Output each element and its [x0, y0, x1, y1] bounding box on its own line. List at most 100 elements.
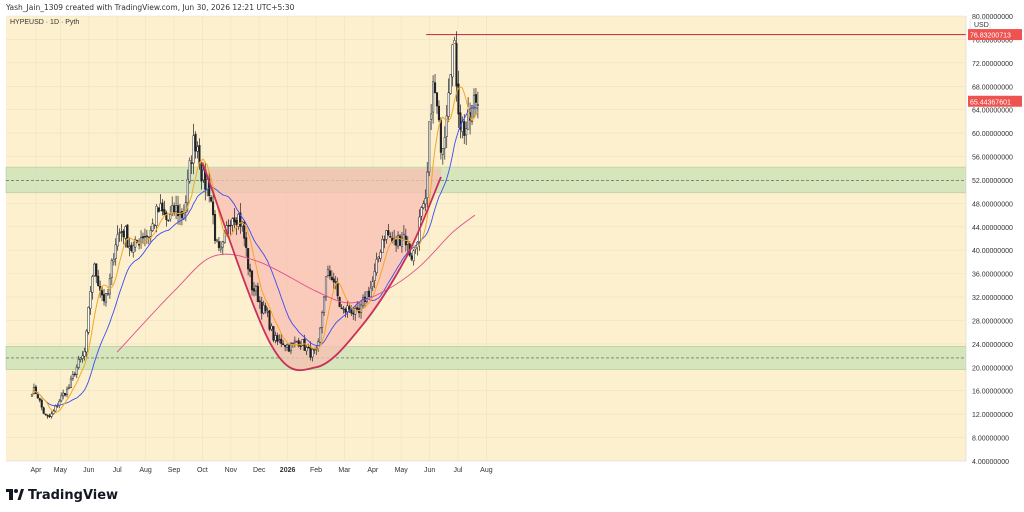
- candle: [48, 413, 51, 418]
- candle-body: [422, 203, 425, 208]
- price-axis-tick: 36.00000000: [972, 272, 1013, 279]
- candle-body: [67, 386, 71, 389]
- candle-body: [128, 246, 131, 249]
- candle-body: [324, 276, 328, 298]
- candle: [108, 273, 111, 299]
- candle-body: [383, 239, 386, 241]
- candle-body: [114, 244, 117, 259]
- candle: [424, 189, 427, 212]
- candle-body: [276, 335, 279, 342]
- price-axis-tick: 12.00000000: [972, 412, 1013, 419]
- candle: [237, 213, 240, 230]
- candle: [369, 280, 372, 298]
- candle: [87, 306, 90, 335]
- candle: [134, 236, 137, 252]
- candle: [69, 375, 72, 388]
- candle-body: [307, 346, 310, 349]
- candle: [342, 306, 345, 314]
- candle: [122, 229, 125, 245]
- candle: [114, 238, 117, 266]
- candle-body: [188, 160, 191, 182]
- candle: [437, 100, 440, 123]
- candle: [254, 284, 257, 296]
- candle: [295, 340, 298, 343]
- candle: [354, 305, 357, 321]
- candle: [167, 219, 170, 222]
- candle-body: [410, 255, 413, 260]
- candle: [217, 236, 220, 252]
- candle-body: [437, 105, 440, 121]
- candle: [73, 371, 76, 377]
- candle: [280, 333, 283, 348]
- candle-body: [340, 307, 343, 309]
- candle-body: [30, 393, 34, 397]
- candle: [252, 281, 256, 297]
- candle-body: [102, 294, 106, 302]
- candle-body: [151, 223, 154, 232]
- candle-body: [282, 343, 285, 346]
- candle: [151, 218, 154, 232]
- candle-body: [89, 291, 92, 309]
- candle-body: [373, 271, 376, 281]
- price-axis-tick: 32.00000000: [972, 295, 1013, 302]
- candle-body: [143, 236, 146, 238]
- candle: [459, 104, 462, 139]
- candle: [30, 393, 34, 397]
- candle: [200, 161, 203, 190]
- tradingview-logo[interactable]: TradingView: [6, 486, 118, 504]
- candle-body: [260, 302, 263, 314]
- candle-body: [295, 341, 298, 343]
- time-axis-tick: Jun: [424, 467, 435, 474]
- candle: [340, 304, 343, 310]
- candle-body: [346, 305, 349, 313]
- candle-body: [305, 347, 308, 352]
- candle: [385, 230, 388, 244]
- candle-body: [241, 223, 244, 227]
- time-axis-tick: Mar: [338, 467, 351, 474]
- candle: [219, 241, 222, 253]
- candle: [377, 256, 380, 263]
- candle: [441, 148, 444, 165]
- candle: [175, 195, 178, 220]
- candle-body: [245, 237, 248, 248]
- candle: [389, 232, 392, 238]
- price-axis-tick: 60.00000000: [972, 131, 1013, 138]
- candle-body: [459, 112, 462, 130]
- candle: [75, 364, 78, 379]
- time-axis-tick: Apr: [367, 467, 379, 474]
- candle: [106, 288, 109, 297]
- candle-body: [297, 340, 300, 347]
- candle: [132, 241, 135, 258]
- price-axis-tick: 40.00000000: [972, 248, 1013, 255]
- candle: [274, 331, 277, 344]
- candle: [400, 231, 403, 253]
- candle: [210, 194, 213, 203]
- candle-body: [108, 278, 111, 295]
- time-axis-tick: Oct: [197, 467, 208, 474]
- candle: [266, 307, 269, 318]
- candle: [449, 73, 452, 95]
- candle: [305, 345, 308, 355]
- candle: [202, 166, 205, 184]
- candle-body: [48, 415, 51, 418]
- candle-body: [428, 121, 431, 173]
- symbol-label: HYPEUSD · 1D · Pyth: [10, 19, 79, 26]
- candle: [293, 336, 296, 348]
- candle-body: [387, 230, 390, 236]
- candle: [42, 406, 45, 415]
- candle: [284, 344, 287, 352]
- candle-body: [406, 241, 409, 245]
- candle: [435, 92, 439, 114]
- candle-body: [270, 325, 273, 330]
- candle-body: [176, 205, 180, 217]
- candle-body: [287, 345, 291, 352]
- price-axis-tick: 28.00000000: [972, 318, 1013, 325]
- candle-body: [132, 245, 135, 253]
- candle: [278, 334, 281, 344]
- candle-body: [455, 43, 458, 87]
- candle-body: [130, 244, 133, 251]
- candle-body: [69, 378, 72, 388]
- candle: [231, 217, 234, 232]
- candle-body: [334, 281, 337, 283]
